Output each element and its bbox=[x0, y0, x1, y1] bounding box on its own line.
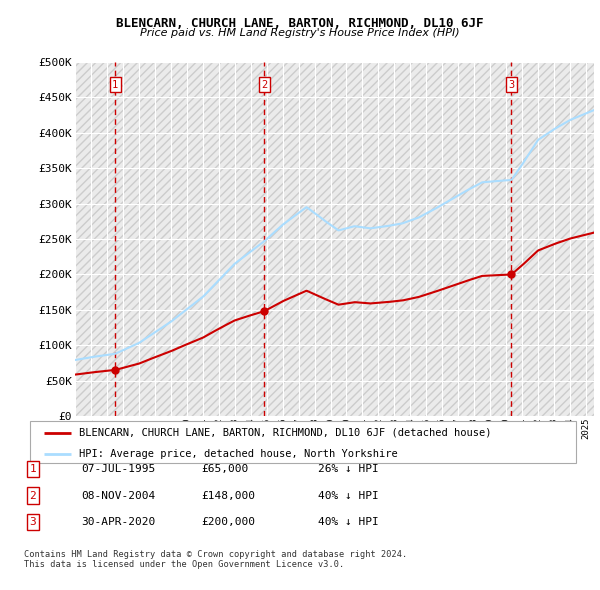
Text: 26% ↓ HPI: 26% ↓ HPI bbox=[318, 464, 379, 474]
Text: 30-APR-2020: 30-APR-2020 bbox=[81, 517, 155, 527]
Text: 2: 2 bbox=[261, 80, 268, 90]
Text: 40% ↓ HPI: 40% ↓ HPI bbox=[318, 517, 379, 527]
Text: Price paid vs. HM Land Registry's House Price Index (HPI): Price paid vs. HM Land Registry's House … bbox=[140, 28, 460, 38]
Text: BLENCARN, CHURCH LANE, BARTON, RICHMOND, DL10 6JF (detached house): BLENCARN, CHURCH LANE, BARTON, RICHMOND,… bbox=[79, 428, 491, 438]
Text: BLENCARN, CHURCH LANE, BARTON, RICHMOND, DL10 6JF: BLENCARN, CHURCH LANE, BARTON, RICHMOND,… bbox=[116, 17, 484, 30]
Text: £200,000: £200,000 bbox=[201, 517, 255, 527]
Text: 40% ↓ HPI: 40% ↓ HPI bbox=[318, 491, 379, 500]
FancyBboxPatch shape bbox=[30, 421, 576, 463]
Text: £65,000: £65,000 bbox=[201, 464, 248, 474]
Text: 1: 1 bbox=[29, 464, 37, 474]
Text: 1: 1 bbox=[112, 80, 118, 90]
Text: 2: 2 bbox=[29, 491, 37, 500]
Text: 3: 3 bbox=[29, 517, 37, 527]
Text: £148,000: £148,000 bbox=[201, 491, 255, 500]
Text: 3: 3 bbox=[508, 80, 515, 90]
Text: HPI: Average price, detached house, North Yorkshire: HPI: Average price, detached house, Nort… bbox=[79, 449, 398, 459]
Text: Contains HM Land Registry data © Crown copyright and database right 2024.
This d: Contains HM Land Registry data © Crown c… bbox=[24, 550, 407, 569]
Text: 08-NOV-2004: 08-NOV-2004 bbox=[81, 491, 155, 500]
Text: 07-JUL-1995: 07-JUL-1995 bbox=[81, 464, 155, 474]
